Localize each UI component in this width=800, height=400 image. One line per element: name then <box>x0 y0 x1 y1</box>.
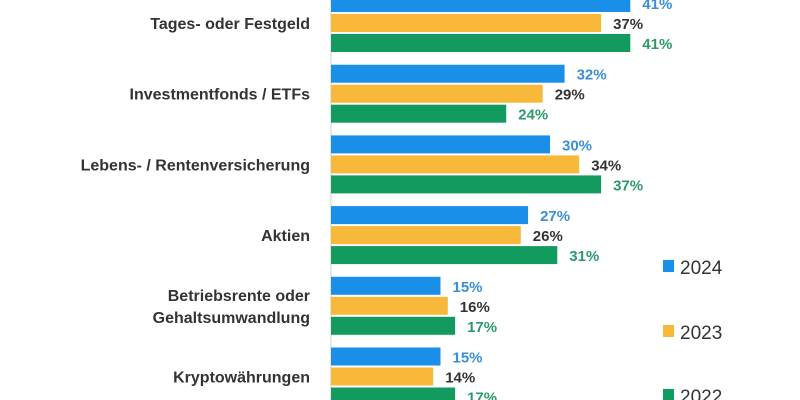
data-label-2023: 26% <box>533 228 563 245</box>
legend-label-2022: 2022 <box>680 387 722 400</box>
data-label-2024: 15% <box>453 279 483 296</box>
data-label-2022: 17% <box>467 319 497 336</box>
bar-2022 <box>331 104 507 123</box>
legend-swatch-2022 <box>663 389 674 400</box>
category-label: Tages- oder Festgeld <box>150 16 310 33</box>
bar-2023 <box>331 14 602 32</box>
data-label-2022: 24% <box>518 107 548 124</box>
bar-2022 <box>331 175 602 194</box>
bar-2023 <box>331 367 434 386</box>
category-label: Kryptowährungen <box>173 370 310 387</box>
legend-label-2024: 2024 <box>680 258 723 279</box>
category-label: Gehaltsumwandlung <box>153 310 310 327</box>
category-label: Investmentfonds / ETFs <box>130 87 311 104</box>
category-label: Lebens- / Rentenversicherung <box>81 157 310 174</box>
data-label-2024: 30% <box>562 137 592 154</box>
category-label: Aktien <box>261 228 310 245</box>
category-label: Betriebsrente oder <box>168 288 310 305</box>
bar-2022 <box>331 246 558 265</box>
data-label-2024: 27% <box>540 208 570 225</box>
data-label-2023: 16% <box>460 299 490 316</box>
data-label-2024: 41% <box>642 0 672 13</box>
legend-swatch-2023 <box>663 325 674 337</box>
data-label-2023: 14% <box>445 370 475 387</box>
data-label-2023: 29% <box>555 87 585 104</box>
data-label-2022: 41% <box>642 36 672 53</box>
bar-2023 <box>331 296 448 315</box>
bar-2024 <box>331 135 550 154</box>
data-label-2024: 32% <box>577 67 607 84</box>
bar-2022 <box>331 387 456 400</box>
data-label-2023: 34% <box>591 157 621 174</box>
data-label-2022: 31% <box>569 248 599 265</box>
data-label-2022: 17% <box>467 390 497 400</box>
data-label-2024: 15% <box>453 350 483 367</box>
data-label-2022: 37% <box>613 177 643 194</box>
bar-2024 <box>331 64 565 83</box>
bar-2023 <box>331 155 580 174</box>
bar-2024 <box>331 276 441 295</box>
legend-label-2023: 2023 <box>680 323 722 344</box>
legend-swatch-2024 <box>663 260 674 272</box>
bar-2022 <box>331 34 631 52</box>
bar-2024 <box>331 347 441 366</box>
bar-2023 <box>331 226 521 245</box>
bar-2024 <box>331 206 529 225</box>
bar-2022 <box>331 316 456 335</box>
bar-2024 <box>331 0 631 12</box>
data-label-2023: 37% <box>613 16 643 33</box>
bar-2023 <box>331 84 543 103</box>
